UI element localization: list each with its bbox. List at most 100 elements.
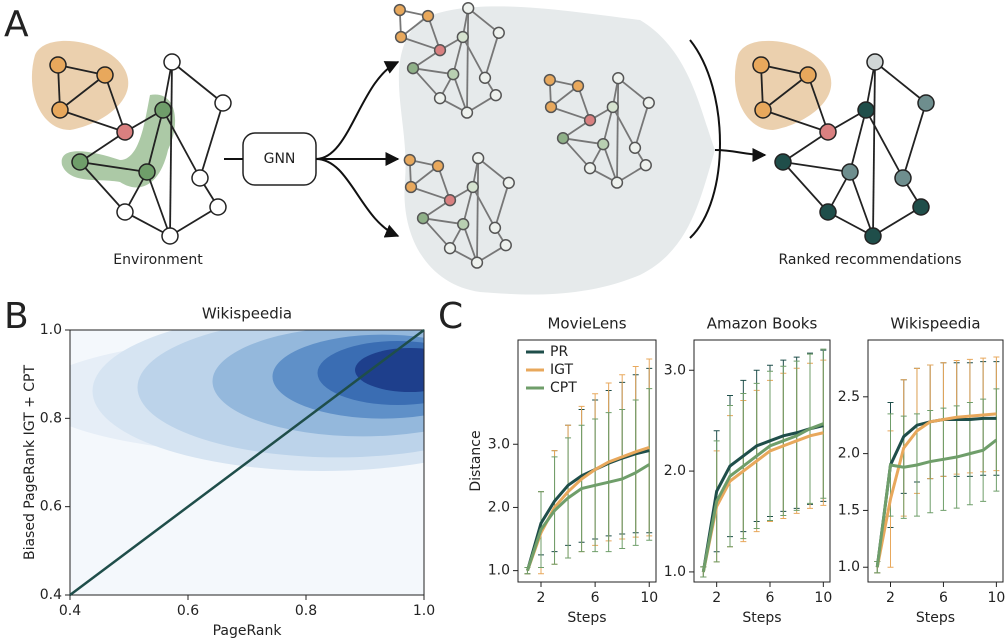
x-tick-label: 6 [766, 590, 775, 606]
series-line [875, 412, 997, 568]
x-tick-label: 2 [537, 590, 546, 606]
graph-edge [170, 207, 218, 236]
graph-node [500, 240, 511, 251]
graph-node [865, 228, 881, 244]
x-tick-label: 2 [886, 590, 895, 606]
chart-title: Wikispeedia [202, 305, 292, 323]
graph-node [800, 67, 816, 83]
graph-edge [495, 183, 509, 228]
graph-node [445, 195, 456, 206]
graph-edge [873, 62, 875, 236]
density-contour [355, 348, 424, 392]
graph-edge [467, 8, 468, 112]
y-tick-label: 2.0 [488, 499, 510, 515]
x-tick-label: 0.8 [295, 603, 317, 619]
x-tick-label: 1.0 [413, 603, 435, 619]
graph-edge [163, 110, 200, 178]
x-axis-label: Steps [916, 610, 955, 626]
graph-edge [411, 187, 450, 200]
graph-edge [463, 37, 485, 78]
x-axis-label: Steps [567, 610, 606, 626]
arrow [315, 158, 400, 238]
graph-edge [423, 218, 450, 248]
graph-edge [423, 218, 463, 224]
graph-node [462, 107, 473, 118]
graph-edge [105, 75, 125, 132]
x-tick-label: 6 [591, 590, 600, 606]
graph-edge [618, 78, 649, 103]
legend-label: IGT [550, 362, 573, 378]
legend-label: CPT [550, 380, 577, 396]
graph-node [820, 204, 836, 220]
x-tick-label: 6 [939, 590, 948, 606]
graph-node [630, 142, 641, 153]
graph-node [585, 163, 596, 174]
graph-node [544, 75, 555, 86]
y-axis-label: Distance [468, 430, 484, 491]
panel-label: A [4, 4, 29, 45]
y-tick-label: 0.8 [40, 410, 62, 426]
graph-edge [763, 110, 828, 132]
graph-edge [551, 107, 590, 120]
plot-frame [69, 329, 425, 596]
bracket [689, 39, 721, 239]
x-tick-label: 0.4 [59, 603, 81, 619]
graph-node [503, 177, 514, 188]
graph-node [215, 95, 231, 111]
graph-node [435, 93, 446, 104]
graph-node [404, 155, 415, 166]
diagonal-line [69, 328, 425, 597]
graph-edge [603, 144, 617, 182]
graph-node [820, 124, 836, 140]
y-tick-label: 1.0 [664, 564, 686, 580]
graph-node [613, 73, 624, 84]
input-label: Environment [113, 252, 203, 268]
graph-node [457, 32, 468, 43]
y-axis-label: Biased PageRank IGT + CPT [22, 365, 38, 561]
graph-edge [453, 74, 467, 112]
graph-edge [875, 62, 926, 103]
graph-edge [783, 162, 850, 172]
x-tick-label: 10 [640, 590, 658, 606]
y-tick-label: 2.0 [838, 446, 860, 462]
panel-label: C [438, 296, 463, 337]
graph [544, 73, 654, 188]
graph-node [490, 90, 501, 101]
graph-node [408, 63, 419, 74]
graph-node [435, 45, 446, 56]
arrow [315, 61, 400, 160]
graph-node [463, 3, 474, 14]
y-tick-label: 2.0 [664, 463, 686, 479]
chart-title: MovieLens [547, 315, 626, 333]
y-tick-label: 1.0 [488, 563, 510, 579]
graph-node [755, 102, 771, 118]
graph-edge [617, 78, 618, 182]
graph-node [467, 182, 478, 193]
graph-node [473, 153, 484, 164]
graph-node [490, 222, 501, 233]
y-tick-label: 3.0 [664, 362, 686, 378]
graph-edge [763, 75, 808, 110]
graph-node [858, 102, 874, 118]
graph-node [558, 133, 569, 144]
graph-edge [80, 132, 125, 162]
graph-edge [783, 162, 828, 212]
graph-node [406, 182, 417, 193]
graph-edge [463, 187, 473, 224]
chart-title: Amazon Books [707, 315, 818, 333]
graph [734, 40, 934, 244]
graph-node [458, 219, 469, 230]
graph-node [394, 5, 405, 16]
x-axis-label: PageRank [213, 623, 283, 638]
graph-edge [80, 162, 125, 212]
graph-node [72, 154, 88, 170]
graph-node [585, 115, 596, 126]
y-tick-label: 0.4 [40, 587, 62, 603]
series-line [701, 431, 824, 573]
y-tick-label: 1.0 [40, 322, 62, 338]
graph [31, 40, 231, 244]
output-label: Ranked recommendations [778, 252, 961, 268]
x-axis-label: Steps [742, 610, 781, 626]
graph-edge [850, 172, 873, 236]
